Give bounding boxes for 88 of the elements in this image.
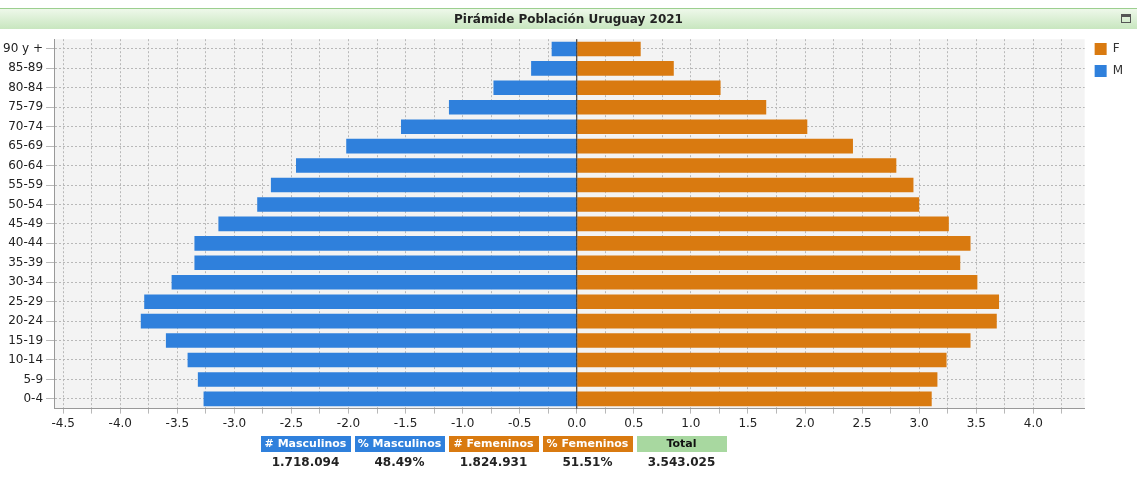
y-tick-label: 90 y + xyxy=(2,41,44,56)
x-tick-label: -2.5 xyxy=(279,415,304,430)
y-tick-label: 30-34 xyxy=(8,274,44,289)
bar xyxy=(577,119,808,134)
y-tick-label: 25-29 xyxy=(8,293,44,308)
text: 3.543.025 xyxy=(646,454,717,470)
text: 1.718.094 xyxy=(270,454,341,470)
x-tick-label: 0.5 xyxy=(624,415,644,430)
bar xyxy=(401,119,577,134)
bar xyxy=(531,61,577,76)
x-tick-label: -4.5 xyxy=(51,415,75,430)
bar xyxy=(577,236,971,251)
text: Total xyxy=(636,436,727,452)
bar xyxy=(577,216,949,232)
text: # Masculinos xyxy=(260,436,351,452)
bar xyxy=(203,391,577,407)
bar xyxy=(194,236,577,251)
y-tick-label: 50-54 xyxy=(8,196,44,211)
bar xyxy=(577,61,674,76)
text: 1.824.931 xyxy=(458,454,529,470)
y-tick-label: 15-19 xyxy=(8,332,44,347)
chart-title: Pirámide Población Uruguay 2021 xyxy=(454,12,683,26)
bar xyxy=(551,41,577,57)
x-tick-label: 3.0 xyxy=(909,415,929,430)
y-tick-label: 80-84 xyxy=(8,79,44,94)
bar xyxy=(577,177,914,193)
bar xyxy=(577,80,721,96)
x-tick-label: 1.5 xyxy=(738,415,758,430)
y-tick-label: 40-44 xyxy=(8,235,44,250)
y-tick-label: 75-79 xyxy=(8,99,44,114)
bar xyxy=(577,138,853,154)
bar xyxy=(165,333,577,348)
bar xyxy=(218,216,577,232)
x-tick-label: -3.0 xyxy=(222,415,247,430)
bar xyxy=(577,158,897,173)
bar xyxy=(577,197,920,212)
bar xyxy=(577,294,1000,309)
y-tick-label: 0-4 xyxy=(23,391,44,405)
y-tick-label: 45-49 xyxy=(8,216,44,231)
text: 48.49% xyxy=(373,454,426,470)
bar xyxy=(187,352,577,368)
y-tick-label: 65-69 xyxy=(8,138,44,153)
legend-label: F xyxy=(1112,41,1120,56)
bar xyxy=(144,294,577,309)
bar xyxy=(270,177,577,193)
y-tick-label: 5-9 xyxy=(23,371,44,386)
x-tick-label: -3.5 xyxy=(165,415,190,430)
bar xyxy=(577,41,641,57)
bar xyxy=(194,255,577,271)
bar xyxy=(577,333,971,348)
bar xyxy=(197,372,577,387)
bar xyxy=(577,352,947,368)
legend-label: M xyxy=(1112,63,1124,78)
x-tick-label: -4.0 xyxy=(108,415,132,430)
x-tick-label: -2.0 xyxy=(336,415,361,430)
y-tick-label: 70-74 xyxy=(8,118,44,133)
x-tick-label: 2.5 xyxy=(852,415,872,430)
bar xyxy=(448,99,577,115)
x-tick-label: -0.5 xyxy=(507,415,532,430)
bar xyxy=(346,138,577,154)
x-tick-label: 1.0 xyxy=(681,415,701,430)
x-tick-label: 3.5 xyxy=(966,415,986,430)
text: # Femeninos xyxy=(448,436,539,452)
y-tick-label: 20-24 xyxy=(8,313,44,328)
bar xyxy=(577,99,767,115)
bar xyxy=(171,274,577,290)
y-tick-label: 55-59 xyxy=(8,177,44,192)
bar xyxy=(296,158,577,173)
bar xyxy=(577,255,961,271)
y-tick-label: 10-14 xyxy=(8,352,44,367)
bar xyxy=(577,372,938,387)
bar xyxy=(257,197,577,212)
bar xyxy=(577,313,997,329)
x-tick-label: 2.0 xyxy=(795,415,815,430)
x-tick-label: 0.0 xyxy=(567,415,587,430)
bar xyxy=(493,80,577,96)
y-tick-label: 60-64 xyxy=(8,157,44,172)
y-tick-label: 35-39 xyxy=(8,254,44,269)
x-tick-label: 4.0 xyxy=(1023,415,1043,430)
bar xyxy=(140,313,577,329)
text: % Femeninos xyxy=(542,436,633,452)
bar xyxy=(577,274,978,290)
x-tick-label: -1.5 xyxy=(393,415,418,430)
y-tick-label: 85-89 xyxy=(8,60,44,75)
x-tick-label: -1.0 xyxy=(450,415,475,430)
text: % Masculinos xyxy=(354,436,445,452)
bar xyxy=(577,391,932,407)
text: 51.51% xyxy=(561,454,614,470)
